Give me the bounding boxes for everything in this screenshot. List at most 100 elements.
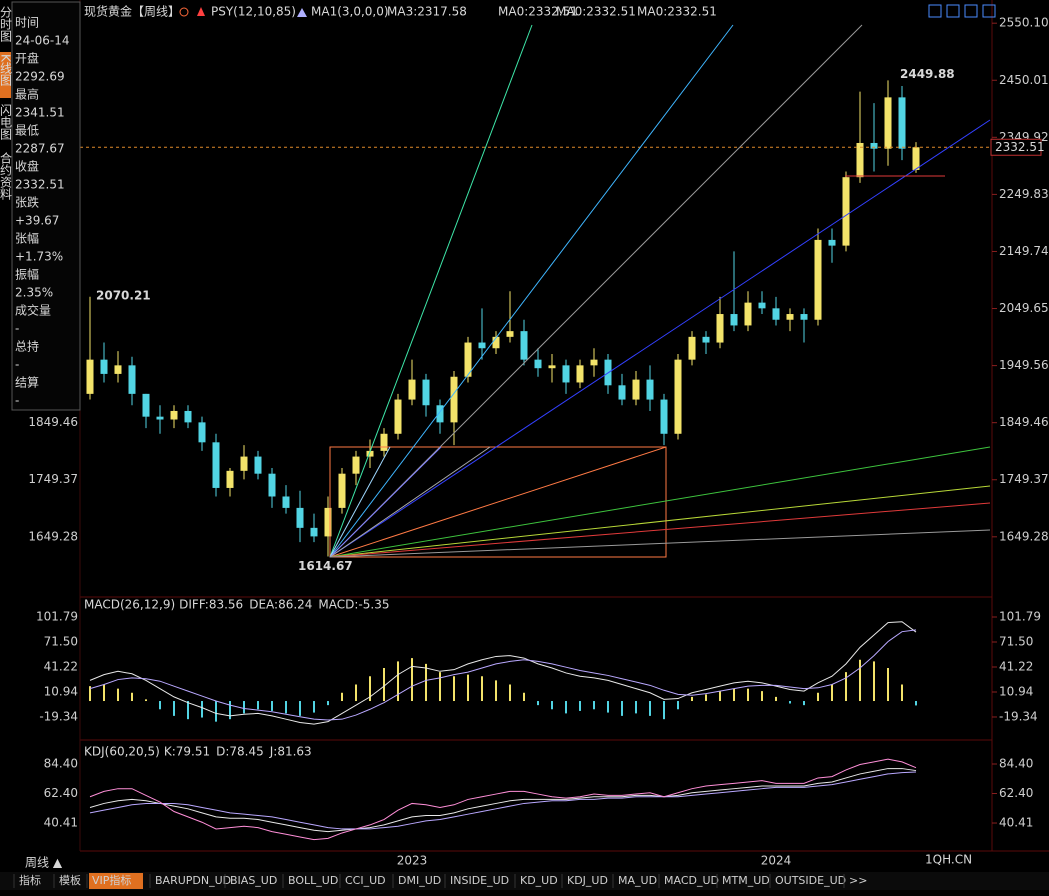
fan-line [329,24,863,558]
info-value: 2341.51 [15,106,65,120]
fan-line [329,446,667,558]
candle-body [142,393,150,417]
indicator-tab[interactable]: DMI_UD [398,874,441,887]
indicator-tab[interactable]: 指标 [19,873,41,887]
icon[interactable] [928,4,942,18]
candle-body [520,331,528,360]
icon[interactable] [946,4,960,18]
indicator-tab[interactable]: OUTSIDE_UD [775,874,846,887]
candle-body [744,302,752,326]
symbol-name: 现货黄金 [84,4,132,19]
candle-body [310,527,318,537]
y-tick-label: 1749.37 [999,472,1049,486]
sidebar-tab[interactable]: 合约资料 [0,151,13,200]
info-value: - [15,322,19,336]
indicator-line [89,768,917,833]
info-value: - [15,358,19,372]
legend-entry: D:78.45 [216,745,264,759]
indicator-tab[interactable]: CCI_UD [345,874,386,887]
indicator-tab[interactable]: MACD_UD [664,874,719,887]
y-tick-label: -19.34 [39,709,78,723]
info-value: 2.35% [15,286,53,300]
y-tick-label: 1849.46 [28,415,78,429]
candle-body [786,314,794,320]
icon[interactable] [179,7,189,17]
candle-body [100,359,108,374]
indicator-label: MA0:2332.51 [498,5,578,19]
candle-body [842,177,850,246]
y-tick-label: 62.40 [999,786,1033,800]
y-tick-label: 40.41 [44,816,78,830]
trend-line [329,119,991,558]
y-tick-label: 41.22 [999,659,1033,673]
icon [197,7,205,16]
indicator-tab[interactable]: MTM_UD [722,874,770,887]
indicator-title: KDJ(60,20,5) [84,745,160,759]
fan-line [329,446,391,558]
info-value: 2292.69 [15,70,65,84]
sidebar-tab[interactable]: K线图 [0,54,13,86]
indicator-line [89,771,917,830]
candle-body [506,331,514,337]
indicator-tab[interactable]: INSIDE_UD [450,874,509,887]
info-value: 24-06-14 [15,34,69,48]
candle-body [114,365,122,374]
candle-body [296,507,304,528]
candle-body [632,379,640,400]
candle-body [828,239,836,246]
period-indicator[interactable]: 周线 ▲ [25,856,63,870]
icon[interactable] [964,4,978,18]
indicator-tab[interactable]: BARUPDN_UD [155,874,231,887]
indicator-tab[interactable]: BIAS_UD [230,874,277,887]
y-tick-label: 2049.65 [999,301,1049,315]
y-tick-label: 10.94 [999,684,1033,698]
sidebar-tab[interactable]: 闪电图 [0,104,13,140]
candle-body [156,416,164,420]
y-tick-label: 1949.56 [999,358,1049,372]
info-value: 2332.51 [15,178,65,192]
candle-body [212,442,220,488]
candle-body [324,507,332,537]
y-tick-label: 10.94 [44,684,78,698]
indicator-label: PSY(12,10,85) [211,5,296,19]
info-value: +1.73% [15,250,63,264]
indicator-tab[interactable]: 模板 [59,873,81,887]
indicator-tab[interactable]: KDJ_UD [567,874,608,887]
indicator-tab[interactable]: MA_UD [618,874,657,887]
candle-body [170,410,178,420]
sidebar-tab[interactable]: 分时图 [0,6,13,42]
candle-body [240,456,248,471]
candle-body [688,336,696,360]
indicator-title: MACD(26,12,9) [84,598,175,612]
fan-line [329,446,491,558]
info-panel [11,1,81,411]
y-tick-label: 41.22 [44,659,78,673]
indicator-tab[interactable]: KD_UD [520,874,558,887]
candle-body [352,456,360,474]
fan-line [329,529,991,558]
info-label: 最低 [15,124,39,138]
indicator-tab[interactable]: BOLL_UD [288,874,338,887]
y-tick-label: 1849.46 [999,415,1049,429]
indicator-tab[interactable]: VIP指标 [92,873,131,887]
indicator-tab[interactable]: >> [849,874,867,887]
info-label: 收盘 [15,159,39,174]
tab-active [0,52,11,98]
candle-body [730,314,738,326]
high-label: 2449.88 [900,67,955,81]
candle-body [226,470,234,488]
info-label: 成交量 [15,303,51,318]
drawing-box [329,446,667,558]
candle-body [660,399,668,434]
icon[interactable] [982,4,996,18]
indicator-line [89,621,917,725]
info-label: 时间 [15,16,39,30]
candle-body [618,385,626,400]
y-tick-label: 1649.28 [28,529,78,543]
indicator-label: MA3:2317.58 [387,5,467,19]
y-tick-label: 40.41 [999,816,1033,830]
period-label[interactable]: 【周线】 [132,5,180,19]
